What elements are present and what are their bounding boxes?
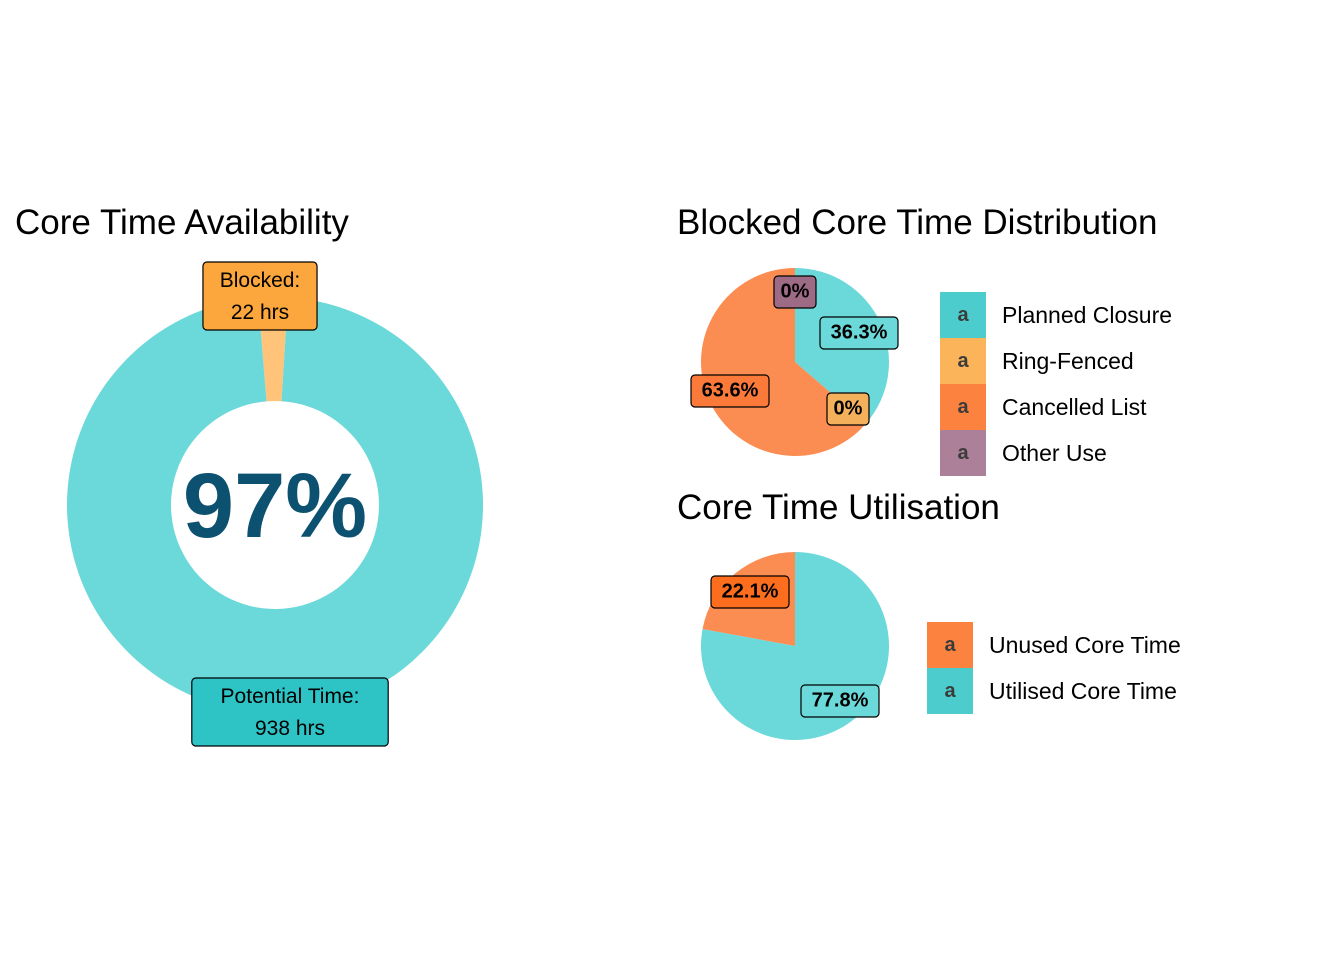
legend-item: a Unused Core Time <box>927 622 1181 668</box>
donut-label-blocked-text: 22 hrs <box>231 301 289 324</box>
pie-label-ring-fenced: 0% <box>826 392 870 426</box>
donut-label-potential-text: 938 hrs <box>255 717 325 740</box>
pie-label-planned-closure-text: 36.3% <box>831 322 888 344</box>
legend-label: Other Use <box>1002 439 1107 466</box>
legend-item: a Other Use <box>940 430 1107 476</box>
donut-label-blocked: Blocked: 22 hrs <box>202 261 318 331</box>
legend-key: a <box>940 292 986 338</box>
legend-key: a <box>940 338 986 384</box>
donut-label-potential-text: Potential Time: <box>221 685 360 708</box>
legend-label: Cancelled List <box>1002 393 1147 420</box>
pie-label-cancelled-list: 63.6% <box>690 374 770 408</box>
legend-label: Ring-Fenced <box>1002 347 1134 374</box>
pie-label-other-use-text: 0% <box>781 281 810 303</box>
legend-key: a <box>940 430 986 476</box>
legend-key: a <box>927 622 973 668</box>
legend-key: a <box>927 668 973 714</box>
pie-label-ring-fenced-text: 0% <box>834 398 863 420</box>
pie-label-utilised-core-time: 77.8% <box>800 684 880 718</box>
legend-item: a Planned Closure <box>940 292 1172 338</box>
legend-label: Utilised Core Time <box>989 677 1177 704</box>
legend-label: Planned Closure <box>1002 301 1173 328</box>
pie-slice-cancelled-list <box>701 268 867 456</box>
utilisation-title: Core Time Utilisation <box>677 488 1000 527</box>
pie-label-cancelled-list-text: 63.6% <box>702 380 759 402</box>
legend-key: a <box>940 384 986 430</box>
legend-item: a Ring-Fenced <box>940 338 1134 384</box>
donut-label-blocked-text: Blocked: <box>220 269 301 292</box>
availability-title: Core Time Availability <box>15 203 349 242</box>
donut-center-percentage: 97% <box>183 455 367 557</box>
pie-label-other-use: 0% <box>773 275 817 309</box>
legend-item: a Cancelled List <box>940 384 1146 430</box>
pie-label-unused-core-time: 22.1% <box>710 575 790 609</box>
pie-label-planned-closure: 36.3% <box>819 316 899 350</box>
donut-slice-potential-time <box>67 297 483 713</box>
legend-item: a Utilised Core Time <box>927 668 1177 714</box>
legend-label: Unused Core Time <box>989 631 1181 658</box>
donut-label-potential: Potential Time: 938 hrs <box>191 677 389 747</box>
pie-label-utilised-core-time-text: 77.8% <box>812 690 869 712</box>
pie-label-unused-core-time-text: 22.1% <box>722 581 779 603</box>
blocked-distribution-title: Blocked Core Time Distribution <box>677 203 1158 242</box>
